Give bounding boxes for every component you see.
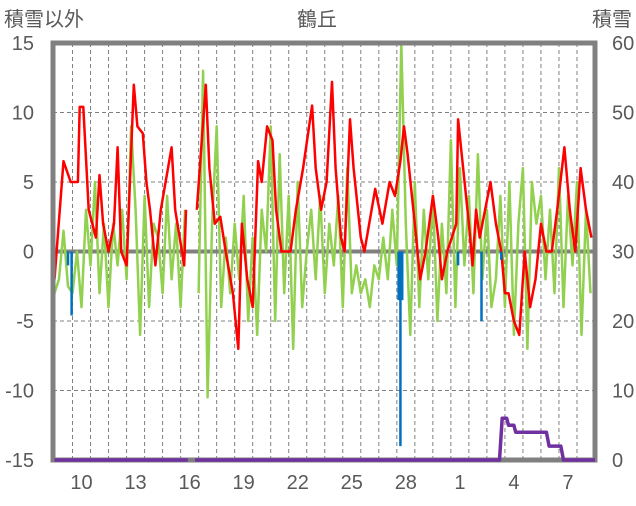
series-marks [53, 41, 593, 447]
left-tick-label: -15 [5, 450, 34, 472]
right-axis-label: 積雪 [592, 8, 632, 31]
right-tick-label: 40 [612, 172, 634, 194]
left-tick-label: 15 [12, 33, 34, 55]
x-tick-label: 16 [179, 472, 201, 494]
chart-title: 鶴丘 [297, 8, 337, 31]
x-tick-label: 13 [124, 472, 146, 494]
left-tick-label: 5 [23, 172, 34, 194]
left-axis-label: 積雪以外 [4, 8, 84, 31]
left-tick-label: 10 [12, 103, 34, 125]
left-tick-label: -10 [5, 381, 34, 403]
right-tick-label: 50 [612, 103, 634, 125]
right-tick-label: 20 [612, 311, 634, 333]
x-tick-label: 19 [233, 472, 255, 494]
left-tick-label: 0 [23, 242, 34, 264]
right-tick-label: 0 [612, 450, 623, 472]
right-tick-label: 10 [612, 381, 634, 403]
left-tick-label: -5 [16, 311, 34, 333]
x-tick-label: 1 [454, 472, 465, 494]
x-tick-label: 28 [395, 472, 417, 494]
red-series-line [53, 80, 593, 351]
x-tick-label: 10 [70, 472, 92, 494]
x-tick-label: 7 [562, 472, 573, 494]
x-tick-label: 25 [341, 472, 363, 494]
purple-series-line [54, 416, 595, 462]
x-tick-label: 4 [508, 472, 519, 494]
right-tick-label: 30 [612, 242, 634, 264]
right-tick-label: 60 [612, 33, 634, 55]
x-tick-label: 22 [287, 472, 309, 494]
